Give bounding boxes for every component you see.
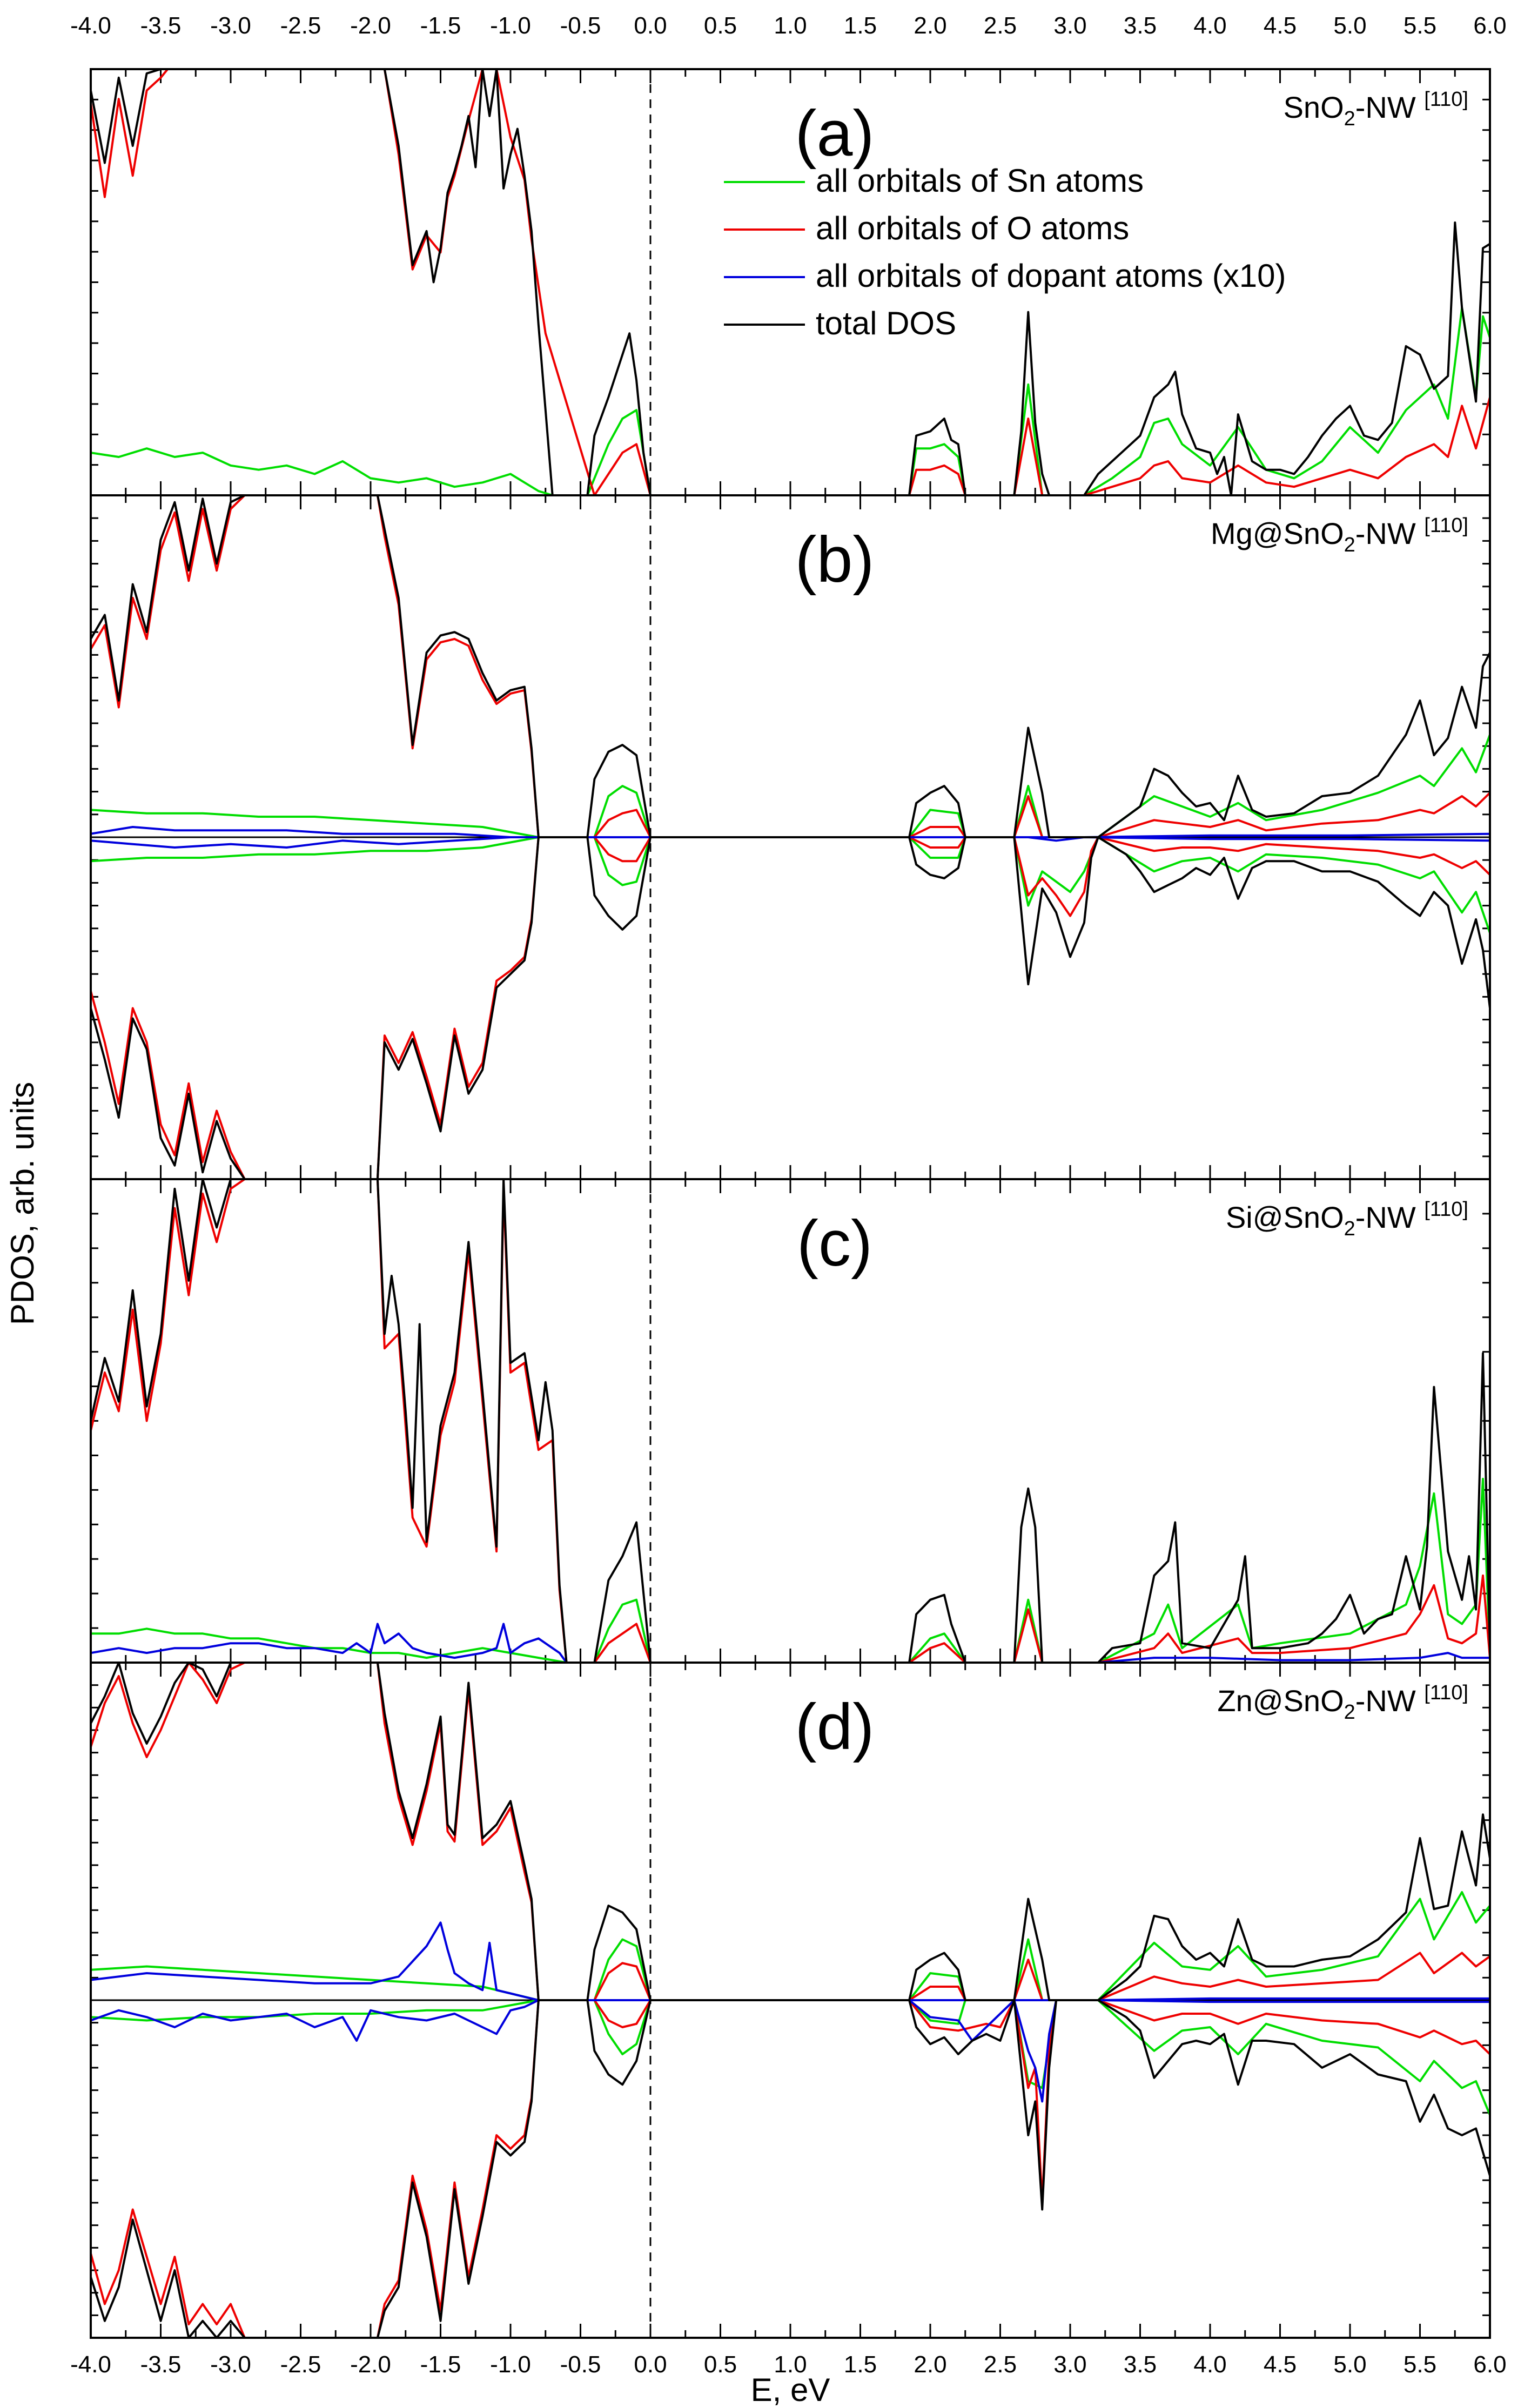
legend-entry: all orbitals of O atoms xyxy=(816,210,1129,246)
x-tick-label-bottom: 0.5 xyxy=(704,2351,737,2378)
x-tick-label-top: -1.5 xyxy=(420,12,461,39)
series-all-orbitals-of-dopant-atoms-x10-up xyxy=(91,826,1490,838)
x-tick-label-top: 5.5 xyxy=(1404,12,1436,39)
x-tick-label-bottom: -4.0 xyxy=(70,2351,111,2378)
series-total-dos xyxy=(91,1179,1490,1663)
panel-title-subscript: 2 xyxy=(1344,1218,1355,1240)
x-tick-label-top: 3.0 xyxy=(1053,12,1086,39)
panel-title: SnO2-NW [110] xyxy=(1284,88,1468,130)
panel-title-subscript: 2 xyxy=(1344,1701,1355,1724)
panel-letter: (b) xyxy=(795,523,875,596)
x-tick-label-bottom: -2.5 xyxy=(280,2351,321,2378)
x-tick-label-top: 6.0 xyxy=(1473,12,1506,39)
x-tick-label-top: -4.0 xyxy=(70,12,111,39)
panel-title: Mg@SnO2-NW [110] xyxy=(1211,514,1468,556)
panel-d: (d) Zn@SnO2-NW [110] xyxy=(90,1662,1491,2339)
x-tick-label-top: 4.0 xyxy=(1193,12,1226,39)
panel-title-tail: -NW xyxy=(1355,1684,1425,1718)
x-tick-label-top: 1.0 xyxy=(774,12,807,39)
bottom-tick-labels: -4.0 -3.5 -3.0 -2.5 -2.0 -1.5 -1.0 -0.5 0.0 0.5 1.… xyxy=(70,2351,1507,2378)
panel-title-superscript: [110] xyxy=(1424,1681,1468,1704)
x-tick-label-top: -2.5 xyxy=(280,12,321,39)
x-tick-label-bottom: -2.0 xyxy=(350,2351,391,2378)
panel-letter: (c) xyxy=(797,1207,872,1280)
x-tick-label-bottom: 1.5 xyxy=(844,2351,877,2378)
x-tick-label-top: 4.5 xyxy=(1264,12,1297,39)
series-all-orbitals-of-dopant-atoms-x10 xyxy=(91,1623,1490,1663)
panels-group: (a) SnO2-NW [110](b) Mg@SnO2-NW [110](c) Si… xyxy=(90,68,1491,2339)
series-total-dos-up xyxy=(91,495,1490,838)
x-tick-label-top: 0.0 xyxy=(634,12,667,39)
x-tick-label-top: -3.0 xyxy=(210,12,251,39)
panel-title-main: SnO xyxy=(1284,90,1344,124)
x-tick-label-top: -3.5 xyxy=(140,12,182,39)
x-tick-label-bottom: 3.0 xyxy=(1053,2351,1086,2378)
panel-title-tail: -NW xyxy=(1355,90,1425,124)
panel-title-tail: -NW xyxy=(1355,516,1425,550)
series-total-dos xyxy=(91,69,1490,495)
panel-title-superscript: [110] xyxy=(1424,514,1468,537)
x-tick-label-top: -0.5 xyxy=(560,12,601,39)
series-all-orbitals-of-o-atoms-down xyxy=(91,1999,1490,2338)
x-tick-label-bottom: -3.5 xyxy=(140,2351,182,2378)
x-tick-label-top: 2.0 xyxy=(914,12,946,39)
panel-c: (c) Si@SnO2-NW [110] xyxy=(90,1178,1491,1664)
x-tick-label-bottom: -1.5 xyxy=(420,2351,461,2378)
x-axis-title: E, eV xyxy=(751,2372,830,2408)
x-tick-label-bottom: 1.0 xyxy=(774,2351,807,2378)
panel-title-subscript: 2 xyxy=(1344,534,1355,556)
top-tick-labels: -4.0 -3.5 -3.0 -2.5 -2.0 -1.5 -1.0 -0.5 0.0 0.5 1.… xyxy=(70,12,1507,39)
legend-entry: total DOS xyxy=(816,305,956,341)
y-axis-title: PDOS, arb. units xyxy=(4,1082,41,1325)
panel-title-main: Mg@SnO xyxy=(1211,516,1344,550)
series-all-orbitals-of-sn-atoms xyxy=(91,306,1490,495)
x-tick-label-bottom: 5.0 xyxy=(1333,2351,1366,2378)
panel-letter: (a) xyxy=(795,97,875,170)
x-tick-label-top: 5.0 xyxy=(1333,12,1366,39)
panel-title-superscript: [110] xyxy=(1424,88,1468,111)
x-tick-label-bottom: 5.5 xyxy=(1404,2351,1436,2378)
panel-title-tail: -NW xyxy=(1355,1200,1425,1234)
x-tick-label-bottom: -0.5 xyxy=(560,2351,601,2378)
legend-entry: all orbitals of dopant atoms (x10) xyxy=(816,258,1286,294)
x-tick-label-top: -2.0 xyxy=(350,12,391,39)
series-all-orbitals-of-dopant-atoms-x10-down xyxy=(91,836,1490,849)
x-tick-label-bottom: -1.0 xyxy=(490,2351,531,2378)
x-tick-label-top: 1.5 xyxy=(844,12,877,39)
x-tick-label-bottom: 6.0 xyxy=(1473,2351,1506,2378)
panel-title-subscript: 2 xyxy=(1344,107,1355,130)
x-tick-label-bottom: 4.0 xyxy=(1193,2351,1226,2378)
series-all-orbitals-of-dopant-atoms-x10-down xyxy=(91,1999,1490,2103)
panel-title: Zn@SnO2-NW [110] xyxy=(1217,1681,1468,1724)
series-all-orbitals-of-o-atoms-down xyxy=(91,836,1490,1179)
x-tick-label-bottom: 4.5 xyxy=(1264,2351,1297,2378)
series-all-orbitals-of-o-atoms xyxy=(91,1179,1490,1663)
panel-title-main: Zn@SnO xyxy=(1217,1684,1344,1718)
x-tick-label-top: 0.5 xyxy=(704,12,737,39)
series-total-dos-down xyxy=(91,836,1490,1179)
x-tick-label-bottom: -3.0 xyxy=(210,2351,251,2378)
panel-title-superscript: [110] xyxy=(1424,1198,1468,1221)
x-tick-label-top: 3.5 xyxy=(1124,12,1157,39)
panel-frame xyxy=(90,1662,1491,2339)
x-tick-label-bottom: 0.0 xyxy=(634,2351,667,2378)
x-tick-label-bottom: 2.5 xyxy=(984,2351,1017,2378)
x-tick-label-bottom: 2.0 xyxy=(914,2351,946,2378)
panel-letter: (d) xyxy=(795,1691,875,1763)
x-tick-label-top: 2.5 xyxy=(984,12,1017,39)
panel-title-main: Si@SnO xyxy=(1226,1200,1344,1234)
legend: all orbitals of Sn atoms all orbitals of … xyxy=(724,163,1286,341)
panel-title: Si@SnO2-NW [110] xyxy=(1226,1198,1468,1240)
legend-entry: all orbitals of Sn atoms xyxy=(816,163,1144,199)
series-total-dos-down xyxy=(91,1999,1490,2338)
x-tick-label-bottom: 3.5 xyxy=(1124,2351,1157,2378)
x-tick-label-top: -1.0 xyxy=(490,12,531,39)
